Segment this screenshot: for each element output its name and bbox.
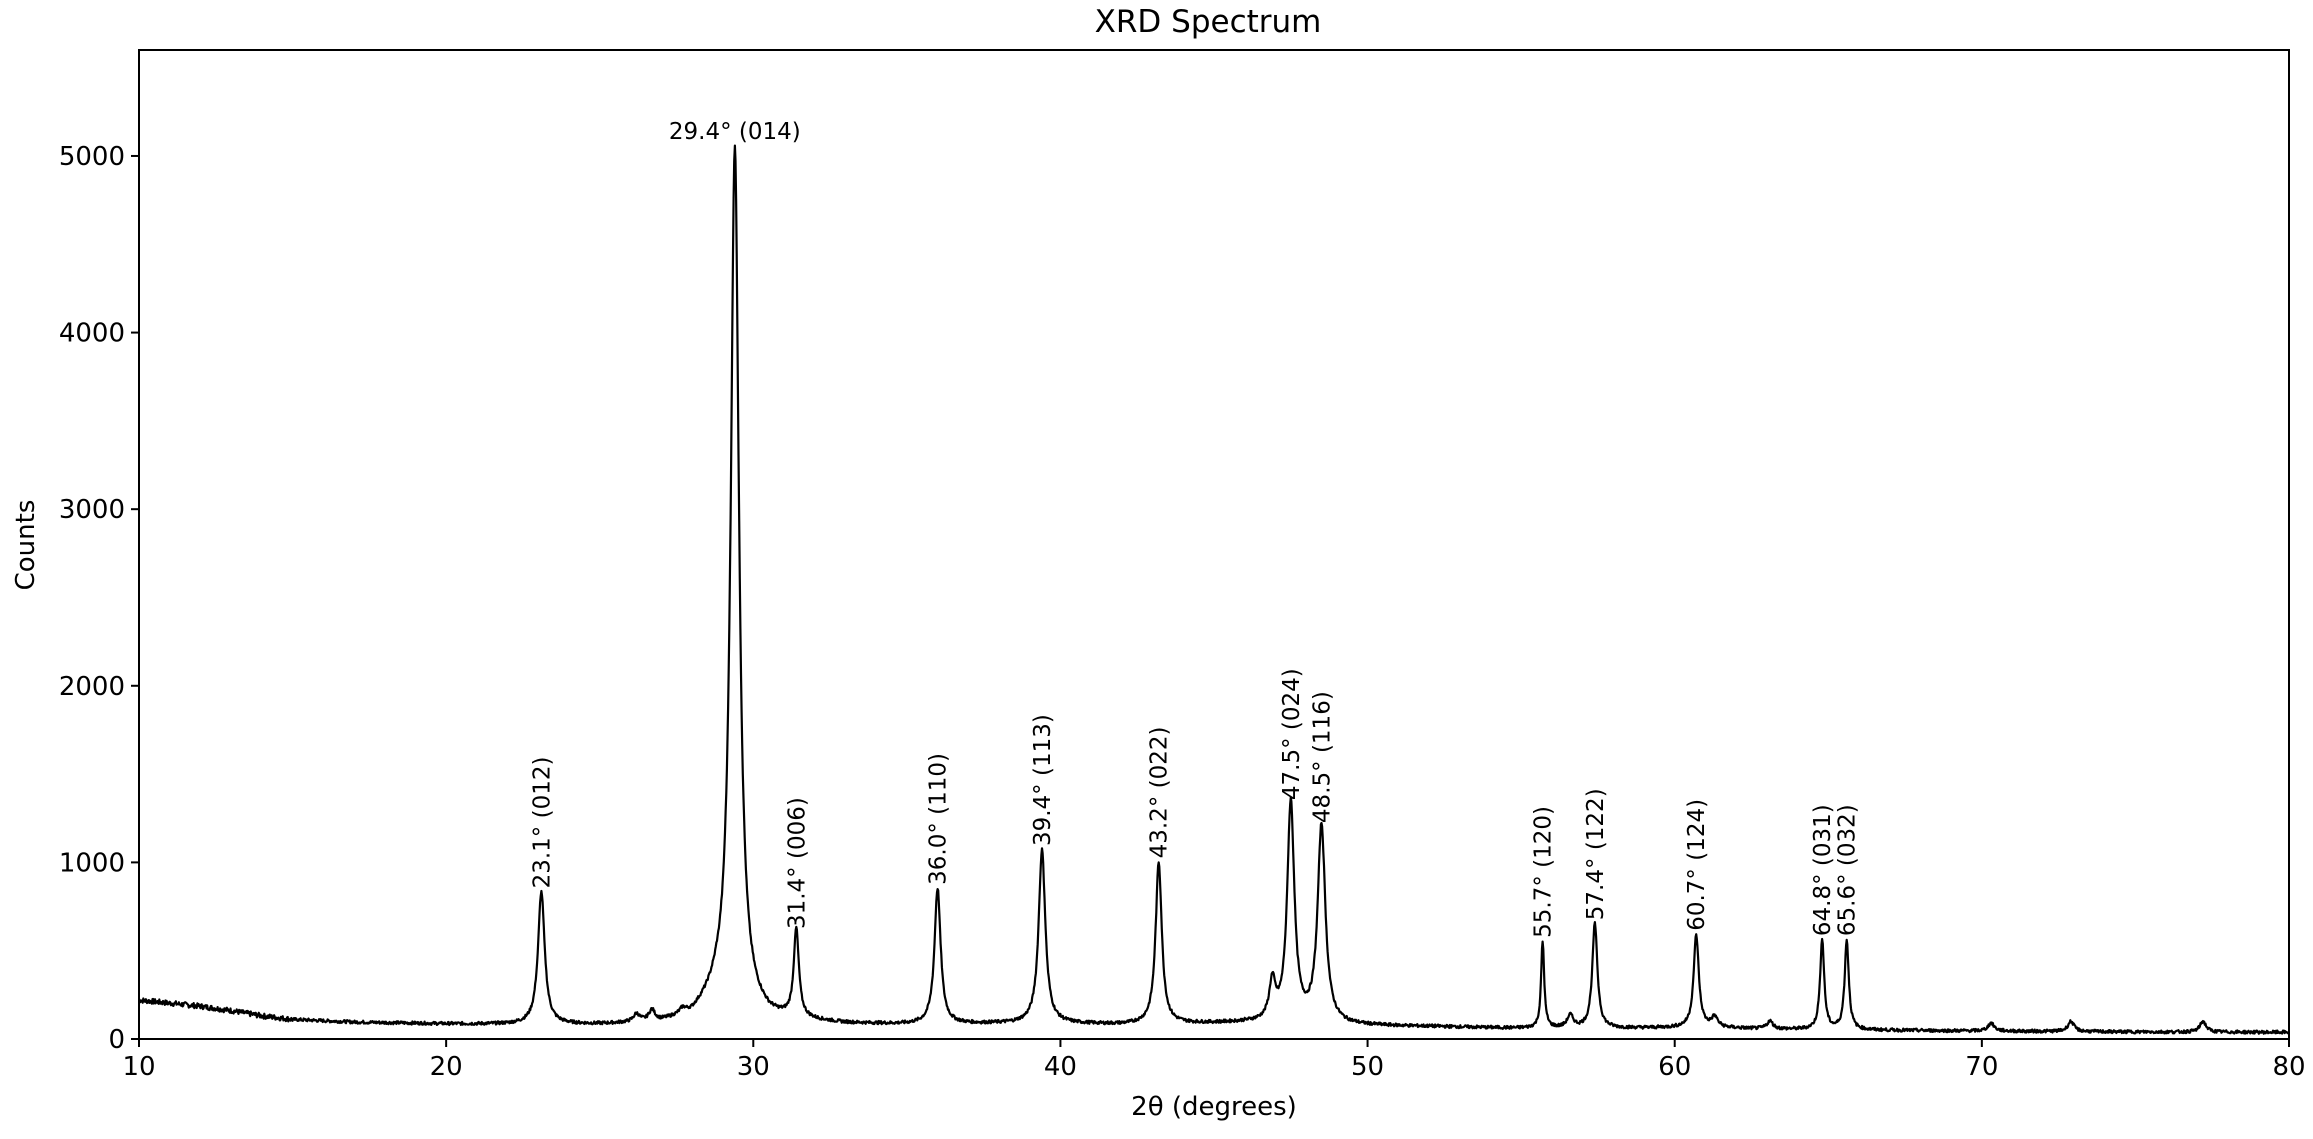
x-tick-label: 80	[2272, 1052, 2305, 1082]
chart-title: XRD Spectrum	[1095, 4, 1322, 40]
plot-frame	[138, 49, 2290, 1040]
x-tick-label: 30	[737, 1052, 770, 1082]
xrd-spectrum-line	[138, 144, 2290, 1035]
y-tick-label: 2000	[59, 672, 125, 702]
peak-label: 29.4° (014)	[669, 119, 801, 145]
peak-label: 39.4° (113)	[1030, 714, 1056, 846]
peak-label: 64.8° (031)	[1810, 804, 1836, 936]
y-tick-label: 0	[108, 1025, 125, 1055]
peak-label: 65.6° (032)	[1835, 804, 1861, 936]
peak-label: 55.7° (120)	[1531, 806, 1557, 938]
y-tick-label: 5000	[59, 142, 125, 172]
x-tick-label: 10	[122, 1052, 155, 1082]
x-tick-label: 20	[430, 1052, 463, 1082]
axis-ticks: 10 20 30 40 50 60 70 80 0 1000 2000 3000 4000 5000	[59, 142, 2306, 1082]
x-tick-label: 70	[1965, 1052, 1998, 1082]
plot-area	[138, 144, 2290, 1035]
x-tick-label: 40	[1044, 1052, 1077, 1082]
peak-label: 31.4° (006)	[784, 797, 810, 929]
x-tick-label: 50	[1351, 1052, 1384, 1082]
peak-labels: 23.1° (012) 29.4° (014) 31.4° (006) 36.0° (…	[529, 119, 1860, 938]
peak-label: 23.1° (012)	[529, 757, 555, 889]
peak-label: 57.4° (122)	[1583, 788, 1609, 920]
x-axis-label: 2θ (degrees)	[1131, 1092, 1297, 1122]
x-tick-label: 60	[1658, 1052, 1691, 1082]
y-axis-label: Counts	[11, 500, 41, 591]
peak-label: 47.5° (024)	[1279, 668, 1305, 800]
peak-label: 48.5° (116)	[1310, 691, 1336, 823]
peak-label: 43.2° (022)	[1147, 727, 1173, 859]
peak-label: 36.0° (110)	[926, 753, 952, 885]
peak-label: 60.7° (124)	[1684, 799, 1710, 931]
y-tick-label: 1000	[59, 848, 125, 878]
y-tick-label: 4000	[59, 319, 125, 349]
y-tick-label: 3000	[59, 495, 125, 525]
